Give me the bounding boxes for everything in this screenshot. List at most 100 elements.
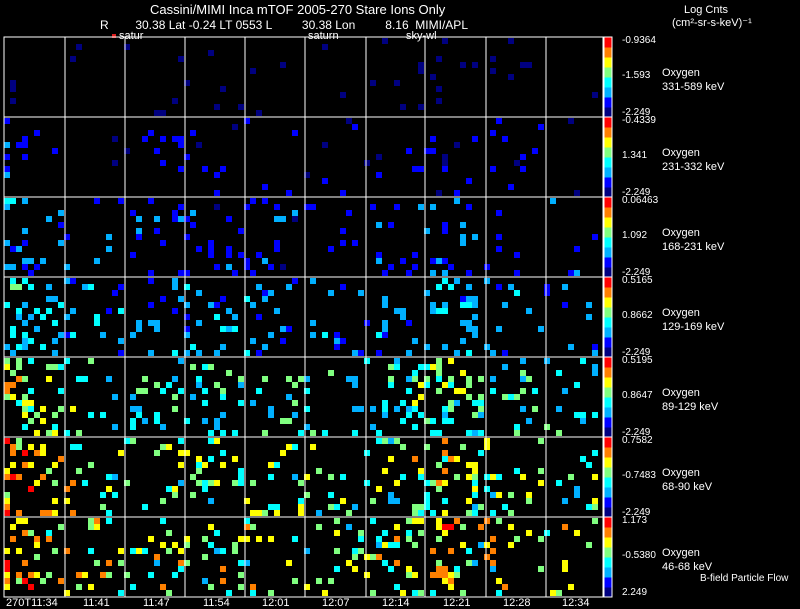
heatmap-cell [412, 518, 418, 524]
panel-5 [3, 356, 604, 438]
heatmap-cell [52, 424, 58, 430]
colorbar-segment [604, 157, 612, 168]
heatmap-cell [190, 364, 196, 370]
heatmap-cell [184, 332, 190, 338]
heatmap-cell [394, 536, 400, 542]
heatmap-cell [352, 406, 358, 412]
marker-sky: sky-wl [406, 30, 437, 42]
heatmap-cell [4, 474, 10, 480]
heatmap-cell [388, 264, 394, 270]
heatmap-cell [40, 406, 46, 412]
colorbar-segment [604, 477, 612, 488]
heatmap-cell [82, 376, 88, 382]
heatmap-cell [418, 468, 424, 474]
heatmap-cell [448, 382, 454, 388]
heatmap-cell [418, 204, 424, 210]
heatmap-cell [436, 518, 442, 524]
heatmap-cell [118, 308, 124, 314]
heatmap-cell [88, 524, 94, 530]
heatmap-cell [46, 308, 52, 314]
heatmap-cell [52, 462, 58, 468]
heatmap-cell [364, 320, 370, 326]
heatmap-cell [184, 80, 190, 86]
heatmap-cell [46, 572, 52, 578]
heatmap-cell [52, 296, 58, 302]
heatmap-cell [376, 258, 382, 264]
heatmap-cell [550, 590, 556, 596]
heatmap-cell [34, 480, 40, 486]
heatmap-cell [40, 578, 46, 584]
heatmap-cell [382, 296, 388, 302]
heatmap-cell [220, 166, 226, 172]
heatmap-cell [136, 548, 142, 554]
heatmap-cell [586, 314, 592, 320]
heatmap-cell [346, 560, 352, 566]
heatmap-cell [520, 166, 526, 172]
colorbar-7 [603, 516, 613, 598]
heatmap-cell [430, 136, 436, 142]
heatmap-cell [484, 474, 490, 480]
heatmap-cell [436, 370, 442, 376]
colorbar-frame [603, 516, 613, 598]
heatmap-cell [130, 252, 136, 258]
energy-range: 129-169 keV [662, 321, 725, 333]
heatmap-cell [22, 462, 28, 468]
heatmap-cell [418, 166, 424, 172]
heatmap-cell [172, 394, 178, 400]
heatmap-cell [220, 388, 226, 394]
heatmap-cell [496, 284, 502, 290]
heatmap-cell [502, 504, 508, 510]
heatmap-cell [220, 86, 226, 92]
heatmap-cell [4, 560, 10, 566]
heatmap-cell [430, 480, 436, 486]
heatmap-cell [382, 326, 388, 332]
heatmap-cell [430, 308, 436, 314]
heatmap-cell [286, 284, 292, 290]
heatmap-cell [250, 400, 256, 406]
heatmap-cell [238, 252, 244, 258]
heatmap-cell [58, 578, 64, 584]
heatmap-cell [286, 376, 292, 382]
heatmap-cell [436, 284, 442, 290]
heatmap-cell [16, 510, 22, 516]
heatmap-cell [376, 332, 382, 338]
heatmap-cell [442, 228, 448, 234]
heatmap-cell [310, 430, 316, 436]
heatmap-cell [184, 450, 190, 456]
heatmap-cell [178, 204, 184, 210]
heatmap-cell [16, 308, 22, 314]
heatmap-cell [358, 406, 364, 412]
heatmap-cell [178, 296, 184, 302]
heatmap-cell [34, 412, 40, 418]
heatmap-cell [58, 222, 64, 228]
heatmap-cell [322, 430, 328, 436]
heatmap-cell [388, 376, 394, 382]
heatmap-cell [190, 130, 196, 136]
heatmap-cell [478, 542, 484, 548]
heatmap-cell [118, 284, 124, 290]
heatmap-cell [406, 388, 412, 394]
heatmap-cell [418, 364, 424, 370]
heatmap-cell [340, 240, 346, 246]
heatmap-cell [442, 510, 448, 516]
heatmap-cell [208, 240, 214, 246]
heatmap-cell [490, 492, 496, 498]
x-tick-label: 11:54 [203, 597, 230, 609]
heatmap-cell [310, 320, 316, 326]
heatmap-cell [388, 382, 394, 388]
heatmap-cell [10, 80, 16, 86]
heatmap-cell [442, 572, 448, 578]
heatmap-cell [274, 246, 280, 252]
heatmap-cell [214, 104, 220, 110]
heatmap-cell [274, 204, 280, 210]
heatmap-cell [292, 578, 298, 584]
heatmap-cell [106, 234, 112, 240]
heatmap-cell [352, 240, 358, 246]
heatmap-cell [292, 130, 298, 136]
heatmap-cell [10, 382, 16, 388]
heatmap-cell [226, 308, 232, 314]
heatmap-cell [472, 430, 478, 436]
heatmap-cell [478, 376, 484, 382]
heatmap-cell [358, 530, 364, 536]
heatmap-cell [418, 474, 424, 480]
